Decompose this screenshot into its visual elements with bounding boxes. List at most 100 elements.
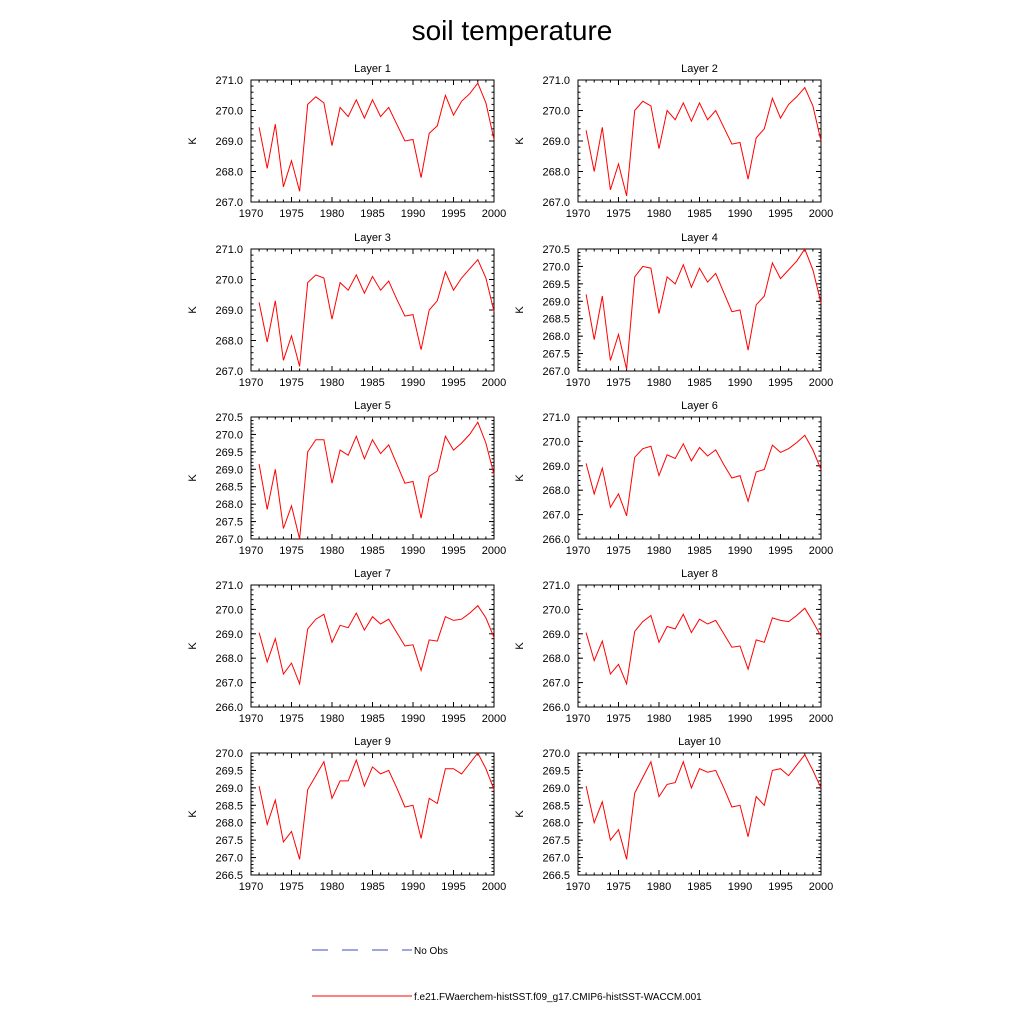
series-line (585, 86, 822, 197)
y-tick-label: 270.0 (215, 429, 243, 441)
series-line (258, 421, 495, 540)
y-tick-label: 267.0 (215, 678, 243, 690)
y-tick-label: 271.0 (542, 412, 570, 424)
x-tick-label: 1985 (360, 881, 384, 893)
y-tick-label: 269.0 (542, 296, 570, 308)
y-tick-label: 269.0 (215, 305, 243, 317)
x-tick-label: 1975 (606, 713, 630, 725)
y-tick-label: 269.5 (542, 765, 570, 777)
series-line (585, 607, 822, 686)
y-tick-label: 269.0 (542, 629, 570, 641)
x-tick-label: 1970 (566, 208, 590, 220)
panel-title: Layer 4 (681, 232, 718, 244)
y-tick-label: 270.0 (542, 748, 570, 760)
panel-title: Layer 7 (354, 568, 391, 580)
y-axis-label: K (187, 810, 199, 818)
y-tick-label: 268.0 (215, 336, 243, 348)
y-tick-label: 268.0 (542, 818, 570, 830)
y-tick-label: 269.0 (215, 464, 243, 476)
y-tick-label: 269.5 (215, 447, 243, 459)
panel-layer-1: Layer 1 K 1970 1975 1980 1985 1990 1995 2000 271.… (187, 63, 506, 220)
x-tick-label: 1995 (441, 713, 465, 725)
x-tick-label: 1980 (647, 713, 671, 725)
series-line (585, 753, 822, 860)
y-tick-label: 269.5 (215, 765, 243, 777)
x-tick-label: 1990 (401, 377, 425, 389)
x-tick-label: 1995 (768, 208, 792, 220)
y-tick-label: 266.5 (215, 870, 243, 882)
x-tick-label: 1975 (279, 208, 303, 220)
x-tick-label: 1975 (606, 881, 630, 893)
y-tick-label: 267.0 (542, 853, 570, 865)
x-tick-label: 1980 (320, 377, 344, 389)
y-tick-label: 271.0 (215, 580, 243, 592)
series-line (258, 258, 495, 367)
y-tick-label: 271.0 (542, 580, 570, 592)
x-tick-label: 1985 (687, 881, 711, 893)
y-tick-label: 269.0 (542, 783, 570, 795)
series-line (258, 604, 495, 686)
y-tick-label: 267.0 (542, 678, 570, 690)
x-tick-label: 1970 (566, 881, 590, 893)
y-tick-label: 271.0 (215, 75, 243, 87)
x-tick-label: 1995 (768, 713, 792, 725)
y-tick-label: 268.5 (542, 314, 570, 326)
y-tick-label: 268.0 (542, 167, 570, 179)
x-tick-label: 1995 (768, 545, 792, 557)
x-tick-label: 1995 (768, 377, 792, 389)
y-tick-label: 270.0 (542, 604, 570, 616)
y-tick-label: 268.0 (215, 167, 243, 179)
series-line (258, 752, 495, 860)
legend-label-model: f.e21.FWaerchem-histSST.f09_g17.CMIP6-hi… (414, 992, 702, 1003)
panel-title: Layer 5 (354, 400, 391, 412)
x-tick-label: 1970 (239, 881, 263, 893)
plot-frame (250, 248, 495, 372)
y-tick-label: 271.0 (542, 75, 570, 87)
y-axis-label: K (187, 474, 199, 482)
x-tick-label: 1995 (441, 881, 465, 893)
x-tick-label: 2000 (809, 377, 833, 389)
x-tick-label: 1990 (401, 545, 425, 557)
x-tick-label: 1975 (279, 713, 303, 725)
x-tick-label: 1990 (728, 377, 752, 389)
y-tick-label: 269.0 (542, 461, 570, 473)
legend-label-no-obs: No Obs (414, 946, 448, 957)
y-tick-label: 269.0 (215, 136, 243, 148)
panel-layer-8: Layer 8 K 1970 1975 1980 1985 1990 1995 2000 271.… (514, 568, 833, 725)
y-axis-label: K (187, 642, 199, 650)
y-tick-label: 269.0 (215, 629, 243, 641)
x-tick-label: 1975 (606, 208, 630, 220)
y-tick-label: 268.0 (542, 653, 570, 665)
panel-title: Layer 6 (681, 400, 718, 412)
x-tick-label: 1970 (239, 545, 263, 557)
x-tick-label: 1985 (687, 545, 711, 557)
plot-frame (250, 79, 495, 203)
y-tick-label: 270.5 (215, 412, 243, 424)
panels-group: Layer 1 K 1970 1975 1980 1985 1990 1995 2000 271.… (187, 63, 833, 893)
x-tick-label: 1980 (320, 881, 344, 893)
figure-title: soil temperature (412, 15, 613, 46)
y-tick-label: 268.5 (215, 800, 243, 812)
y-tick-label: 267.0 (215, 853, 243, 865)
x-tick-label: 1995 (441, 208, 465, 220)
y-tick-label: 268.0 (542, 331, 570, 343)
x-tick-label: 1980 (320, 545, 344, 557)
legend: No Obs f.e21.FWaerchem-histSST.f09_g17.C… (312, 946, 702, 1003)
x-tick-label: 1970 (566, 713, 590, 725)
x-tick-label: 1970 (239, 208, 263, 220)
plot-frame (577, 79, 822, 203)
y-axis-label: K (514, 810, 526, 818)
x-tick-label: 1980 (647, 208, 671, 220)
plot-frame (577, 752, 822, 876)
x-tick-label: 1995 (768, 881, 792, 893)
panel-title: Layer 8 (681, 568, 718, 580)
x-tick-label: 2000 (482, 545, 506, 557)
panel-layer-7: Layer 7 K 1970 1975 1980 1985 1990 1995 2000 271.… (187, 568, 506, 725)
x-tick-label: 1975 (279, 377, 303, 389)
series-line (258, 82, 495, 192)
x-tick-label: 2000 (809, 208, 833, 220)
y-tick-label: 266.0 (215, 702, 243, 714)
x-tick-label: 1995 (441, 377, 465, 389)
y-tick-label: 268.0 (542, 485, 570, 497)
